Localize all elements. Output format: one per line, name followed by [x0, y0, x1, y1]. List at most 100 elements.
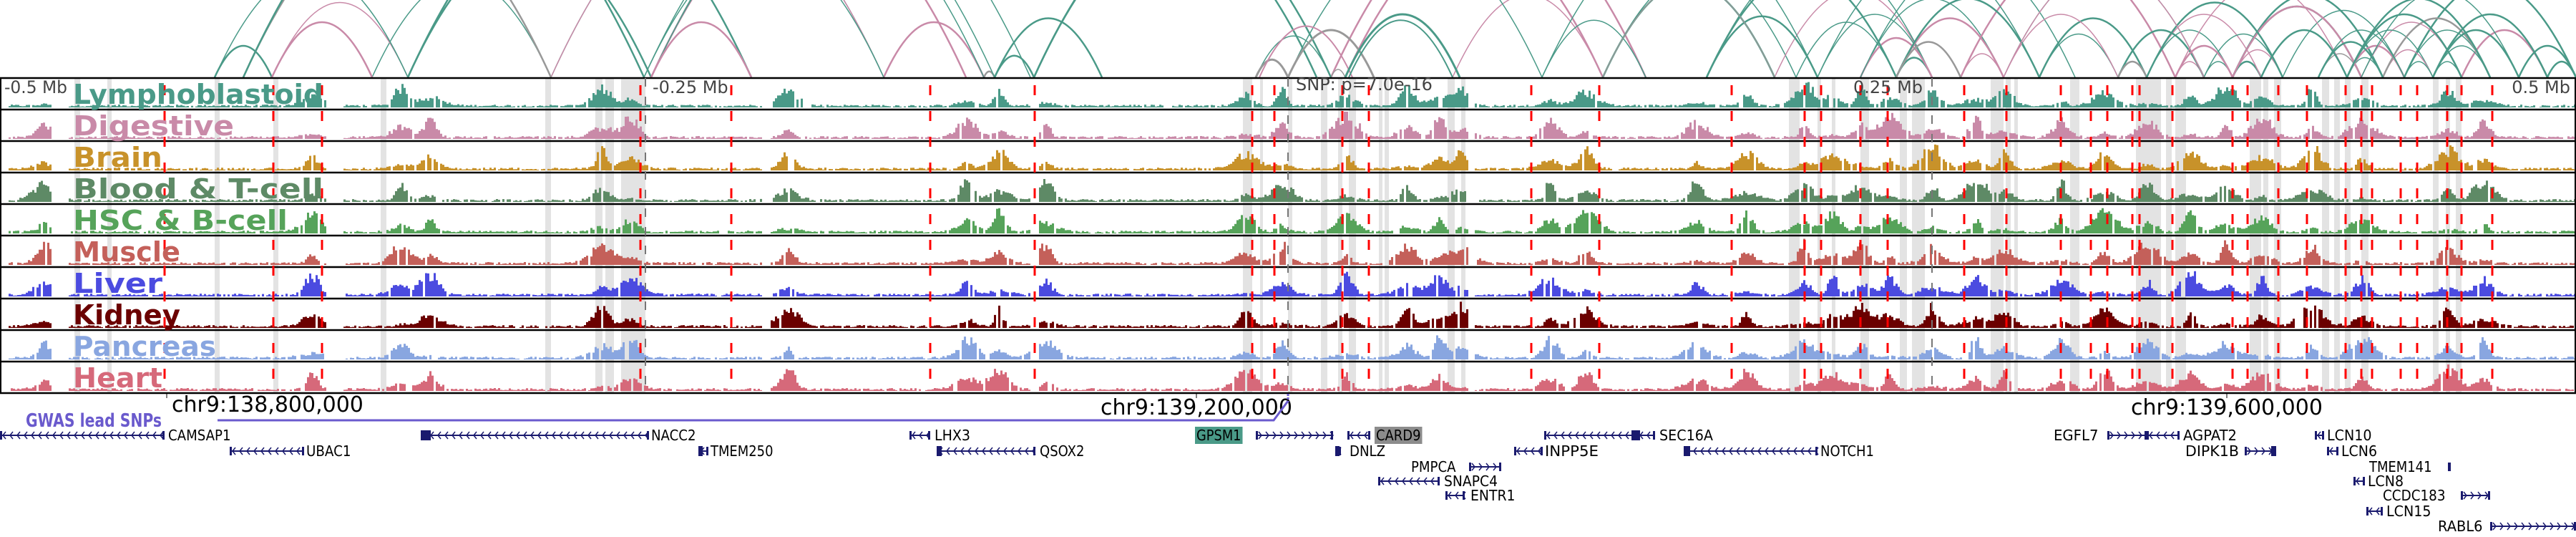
loop-arc: [993, 54, 1035, 78]
exon: [1815, 447, 1818, 455]
exon: [937, 446, 942, 456]
loop-arc: [1287, 29, 1375, 78]
gene-label: GPSM1: [1196, 427, 1241, 444]
coordinate-axis: chr9:138,800,000 chr9:139,200,000 chr9:1…: [166, 392, 2323, 420]
gene-label: NOTCH1: [1820, 442, 1874, 460]
exon: [1541, 447, 1543, 455]
exon: [1368, 431, 1370, 440]
gene-label: UBAC1: [306, 442, 351, 460]
strand-arrows: [232, 447, 301, 455]
exon: [1631, 430, 1640, 440]
loop-arc: [1348, 19, 1453, 78]
strand-arrows: [1471, 463, 1497, 471]
strand-arrows: [2356, 477, 2360, 485]
loop-arc: [2282, 10, 2405, 78]
loop-arc: [650, 0, 1031, 78]
signal-brain: [9, 144, 2576, 170]
exon: [1445, 491, 1448, 500]
gene-label: PMPCA: [1411, 458, 1456, 475]
strand-arrows: [1258, 431, 1334, 440]
gene-notch1: NOTCH1: [1684, 442, 1874, 460]
track-label: HSC & B-cell: [73, 205, 288, 236]
exon: [2449, 463, 2451, 471]
gene-highlight-badge: [1375, 427, 1423, 444]
loop-arc: [1255, 35, 1332, 78]
gene-label: CCDC183: [2383, 487, 2446, 504]
loop-arc: [1859, 37, 1933, 78]
loop-arc: [2260, 29, 2348, 78]
exon: [1438, 477, 1440, 485]
gene-track: CAMSAP1 UBAC1 NACC2 TMEM250 LHX3 QSOX2 GPSM1 CA…: [0, 427, 2576, 535]
loop-arc: [1860, 0, 2076, 78]
loop-arc: [1602, 0, 1797, 78]
loop-arc: [1254, 58, 1289, 78]
loop-arc: [2361, 0, 2519, 78]
gene-label: SEC16A: [1659, 427, 1713, 444]
exon: [2381, 507, 2383, 516]
gene-nacc2: NACC2: [421, 427, 696, 444]
loop-arc: [650, 0, 985, 78]
exon: [2353, 477, 2356, 485]
exon: [706, 447, 708, 455]
signal-hsc-b-cell: [9, 208, 2576, 233]
loop-arc: [1774, 0, 1933, 78]
gene-dipk1b: DIPK1B: [2185, 442, 2276, 460]
exon: [1514, 447, 1516, 455]
axis-label-plus-quarter: 0.25 Mb: [1853, 77, 1923, 97]
coord-label-3: chr9:139,600,000: [2131, 395, 2323, 420]
exon: [2107, 431, 2109, 440]
loop-arc: [1959, 0, 2177, 78]
exon: [1378, 477, 1380, 485]
gene-label: LHX3: [935, 427, 970, 444]
loop-arc: [2346, 0, 2492, 78]
loop-arc: [270, 21, 374, 78]
loop-arc: [1817, 14, 1933, 78]
loop-arc: [1330, 69, 1346, 78]
gene-lcn8: LCN8: [2353, 473, 2404, 490]
loop-arc: [406, 0, 653, 78]
gene-snapc4: SNAPC4: [1378, 473, 1498, 490]
loop-arc: [371, 0, 552, 78]
gene-lcn10: LCN10: [2315, 427, 2372, 444]
loop-arc: [214, 0, 409, 78]
loop-arc: [1033, 0, 1332, 78]
signal-heart: [11, 364, 2574, 391]
gwas-span-line: [218, 400, 1289, 422]
gene-label: QSOX2: [1040, 442, 1085, 460]
loop-arc: [1452, 0, 1604, 78]
loop-arc: [1330, 0, 1647, 78]
gene-label: LCN15: [2386, 503, 2431, 520]
strand-arrows: [2492, 522, 2575, 531]
loop-arc: [2403, 0, 2576, 78]
exon: [2147, 431, 2149, 440]
gene-label: TMEM141: [2368, 458, 2431, 475]
gene-label: NACC2: [651, 427, 696, 444]
strand-arrows: [2317, 431, 2321, 440]
axis-label-minus-quarter: -0.25 Mb: [653, 77, 728, 97]
loop-arc: [2038, 17, 2148, 78]
exon: [2145, 431, 2147, 440]
exon: [1347, 431, 1350, 440]
gene-label: RABL6: [2438, 518, 2483, 535]
gene-ccdc183: CCDC183: [2383, 487, 2490, 504]
gene-label: DIPK1B: [2185, 442, 2239, 460]
strand-arrows: [1516, 447, 1542, 455]
track-label: Digestive: [73, 110, 234, 142]
exon: [1653, 431, 1655, 440]
signal-blood-t-cell: [9, 179, 2576, 202]
exon: [2315, 431, 2317, 440]
exon: [1335, 446, 1340, 456]
exon: [1339, 447, 1341, 455]
gene-agpat2: AGPAT2: [2147, 427, 2237, 444]
loop-arc: [993, 17, 1103, 78]
loop-arc: [2174, 45, 2234, 78]
signal-muscle: [9, 238, 2576, 265]
loop-arc: [2517, 45, 2576, 78]
gene-egfl7: EGFL7: [2054, 427, 2147, 444]
gene-rabl6: RABL6: [2438, 518, 2576, 535]
gene-entr1: ENTR1: [1445, 487, 1516, 504]
loop-arc: [1602, 0, 1775, 78]
exon: [2245, 447, 2247, 455]
track-label: Pancreas: [73, 331, 216, 362]
